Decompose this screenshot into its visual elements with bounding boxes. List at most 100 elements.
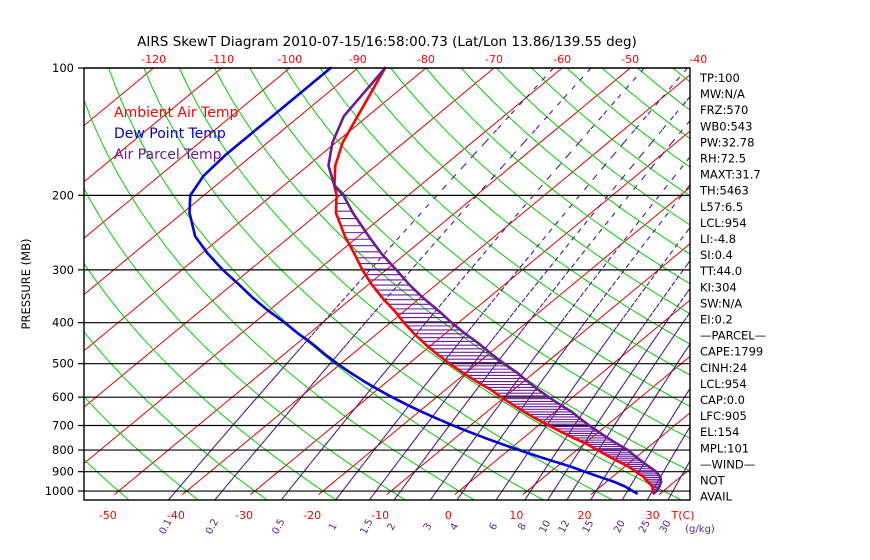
mixing-ratio-line [244,408,248,413]
dry-adiabat [165,473,169,477]
dry-adiabat [323,399,328,404]
mixing-ratio-line [370,451,373,455]
parameter-item: EI:0.2 [700,313,733,327]
dry-adiabat [439,479,444,483]
mixing-ratio-line [508,312,514,319]
dry-adiabat [140,335,145,341]
dry-adiabat [411,419,416,424]
dry-adiabat [464,454,469,458]
dry-adiabat [342,281,350,288]
mixing-ratio-line [652,154,663,166]
mixing-ratio-line [550,287,557,294]
dry-adiabat [539,387,546,392]
dry-adiabat [193,496,197,499]
mixing-ratio-line [632,367,636,372]
dry-adiabat [184,269,191,277]
dry-adiabat [563,366,570,372]
dry-adiabat [475,460,480,464]
mixing-ratio-line [511,419,514,424]
dry-adiabat [493,432,498,437]
mixing-ratio-line [507,343,512,349]
dry-adiabat [147,154,155,166]
mixing-ratio-line [670,456,673,460]
mixing-ratio-line [356,402,360,407]
dry-adiabat [295,377,300,382]
dry-adiabat [519,411,525,416]
mixing-ratio-line [228,481,231,484]
mixing-ratio-line [215,496,219,499]
mixing-ratio-line [597,485,601,488]
mixing-ratio-line [479,427,483,432]
isotherm [253,425,267,437]
mixing-ratio-line [432,494,435,497]
mixing-ratio-line [601,479,604,482]
dry-adiabat [489,317,497,324]
dry-adiabat [440,85,457,102]
mixing-ratio-line [419,463,422,466]
mixing-ratio-line [682,156,691,166]
mixing-ratio-line [664,467,667,470]
mixing-ratio-line [685,465,688,468]
mixing-ratio-line [641,287,646,294]
mixing-ratio-line [679,440,683,444]
mixing-ratio-line [394,496,398,499]
dry-adiabat [551,467,557,471]
dry-adiabat [379,312,386,319]
dry-adiabat [400,165,412,177]
mixing-ratio-line [370,496,373,499]
dry-adiabat [658,85,679,102]
dry-adiabat [367,475,371,479]
dry-adiabat [621,302,630,309]
mixing-ratio-line [525,194,534,205]
mixing-ratio-line [629,339,634,345]
dry-adiabat [522,269,532,277]
mixing-ratio-line [306,465,310,468]
dry-adiabat [237,427,242,432]
dry-adiabat [236,477,240,481]
mixing-ratio-line [633,427,636,431]
dry-adiabat [569,370,576,375]
mixing-ratio-line [649,275,655,283]
mixing-ratio-line [518,463,522,466]
dry-adiabat [397,203,408,214]
isotherm [386,175,432,214]
mixing-ratio-line [595,228,603,237]
mixing-ratio-line [317,451,320,455]
dry-adiabat [545,355,553,361]
dry-adiabat [292,281,300,288]
mixing-ratio-line [410,263,418,271]
mixing-ratio-line [637,292,642,299]
dry-adiabat [646,286,656,294]
mixing-ratio-line [408,445,411,449]
mixing-ratio-line [512,142,525,155]
dry-adiabat [149,402,153,407]
mixing-ratio-line [662,292,668,299]
mixing-ratio-line [353,473,357,477]
mixing-ratio-line [555,281,561,288]
mixing-ratio-line [623,129,636,143]
mixing-ratio-line [573,487,576,490]
dry-adiabat [338,366,344,372]
dry-adiabat [251,339,258,345]
mixing-ratio-line [657,437,660,441]
dry-adiabat [460,220,471,230]
mixing-ratio-line [474,256,482,264]
dry-adiabat [583,212,595,222]
dry-adiabat [382,442,388,446]
dry-adiabat [521,339,528,345]
dry-adiabat [101,475,104,479]
dry-adiabat [136,390,141,395]
isotherm [210,402,226,416]
mixing-ratio-line [296,348,301,353]
dry-adiabat [621,85,642,102]
mixing-ratio-line [619,269,625,277]
dry-adiabat [440,281,449,288]
mixing-ratio-line [633,250,640,258]
dry-adiabat [481,275,491,283]
dry-adiabat [153,165,162,177]
dry-adiabat [617,467,622,471]
dry-adiabat [546,286,556,294]
mixing-ratio-line [443,479,446,482]
mixing-ratio-line [535,481,538,484]
mixing-ratio-line [266,435,270,439]
